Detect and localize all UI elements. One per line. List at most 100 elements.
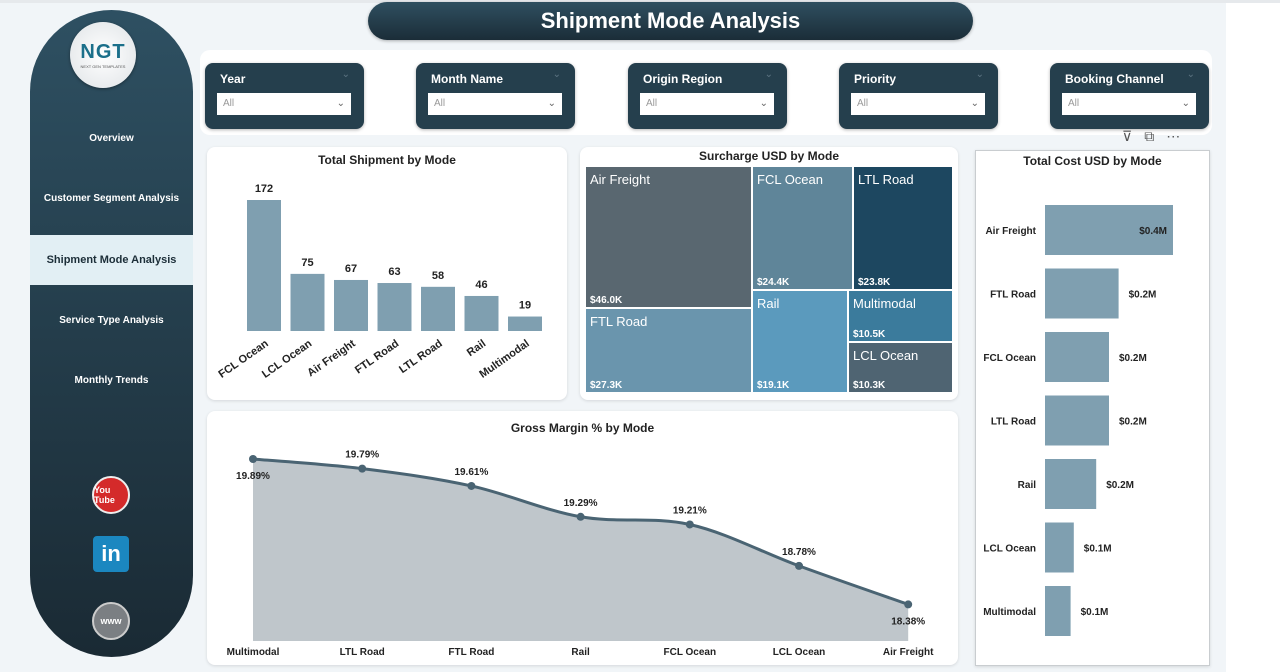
y-tick-label: LTL Road — [991, 417, 1036, 428]
globe-icon[interactable]: www — [92, 602, 130, 640]
data-label: 58 — [432, 270, 444, 282]
x-tick-label: Rail — [571, 647, 590, 658]
slicer-label: Year — [220, 72, 246, 86]
chevron-down-icon[interactable]: ⌄ — [552, 69, 561, 80]
chevron-down-icon: ⌄ — [1181, 98, 1190, 109]
chevron-down-icon[interactable]: ⌄ — [341, 69, 350, 80]
logo-text: NGT — [80, 41, 126, 63]
sidebar-item-overview[interactable]: Overview — [89, 132, 134, 144]
data-label: $0.2M — [1119, 353, 1147, 364]
slicer-label: Booking Channel — [1065, 72, 1164, 86]
more-options-icon[interactable]: ⋯ — [1166, 128, 1181, 144]
slicer-booking-channel[interactable]: Booking Channel ⌄ All ⌄ — [1050, 63, 1209, 129]
chart-title: Gross Margin % by Mode — [510, 421, 655, 435]
treemap-tile — [586, 309, 751, 392]
tile-value: $19.1K — [757, 380, 790, 391]
treemap-tile — [849, 343, 952, 392]
chevron-down-icon: ⌄ — [336, 98, 345, 109]
data-point — [358, 464, 367, 473]
tile-value: $10.5K — [853, 329, 886, 340]
treemap-tile — [586, 167, 751, 307]
data-point — [904, 600, 913, 609]
bar — [1045, 586, 1071, 636]
data-label: 46 — [475, 279, 487, 291]
slicer-dropdown[interactable]: All ⌄ — [217, 93, 351, 115]
data-label: 18.78% — [782, 547, 816, 558]
chevron-down-icon: ⌄ — [970, 98, 979, 109]
youtube-icon[interactable]: You Tube — [92, 476, 130, 514]
bar — [377, 283, 412, 331]
tile-label: Rail — [757, 296, 780, 311]
slicer-dropdown[interactable]: All ⌄ — [1062, 93, 1196, 115]
logo: NGT NEXT GEN TEMPLATES — [70, 22, 136, 88]
bar — [464, 295, 499, 331]
bar — [334, 279, 368, 331]
linkedin-icon[interactable]: in — [93, 536, 129, 572]
tile-label: FCL Ocean — [757, 172, 823, 187]
treemap-tile — [849, 291, 952, 341]
data-point — [685, 520, 694, 529]
slicer-priority[interactable]: Priority ⌄ All ⌄ — [839, 63, 998, 129]
chevron-down-icon[interactable]: ⌄ — [1186, 69, 1195, 80]
data-label: 19.89% — [236, 471, 270, 482]
data-point — [576, 512, 585, 521]
y-tick-label: Air Freight — [985, 226, 1036, 237]
data-label: 75 — [301, 257, 313, 269]
slicer-month-name[interactable]: Month Name ⌄ All ⌄ — [416, 63, 575, 129]
bar — [1045, 395, 1109, 446]
total-shipment-card: Total Shipment by Mode — [207, 147, 567, 400]
slicer-label: Origin Region — [643, 72, 723, 86]
data-label: 19.61% — [454, 467, 488, 478]
slicer-label: Month Name — [431, 72, 503, 86]
x-tick-label: FTL Road — [448, 647, 494, 658]
chart-title: Total Shipment by Mode — [318, 153, 456, 167]
data-label: $0.2M — [1119, 417, 1147, 428]
data-label: $0.1M — [1081, 607, 1109, 618]
tile-label: Multimodal — [853, 296, 916, 311]
x-tick-label: Multimodal — [227, 647, 280, 658]
bar — [1045, 332, 1109, 382]
sidebar-item-shipment-mode[interactable]: Shipment Mode Analysis — [30, 235, 193, 285]
chevron-down-icon[interactable]: ⌄ — [764, 69, 773, 80]
focus-mode-icon[interactable]: ⧉ — [1144, 128, 1155, 144]
bar — [421, 286, 455, 331]
slicer-dropdown[interactable]: All ⌄ — [851, 93, 985, 115]
data-label: $0.2M — [1106, 480, 1134, 491]
chevron-down-icon: ⌄ — [759, 98, 768, 109]
tile-value: $24.4K — [757, 277, 790, 288]
tile-value: $23.8K — [858, 277, 891, 288]
sidebar-item-customer-segment[interactable]: Customer Segment Analysis — [43, 192, 180, 204]
top-border — [0, 0, 1280, 3]
chevron-down-icon: ⌄ — [547, 98, 556, 109]
x-tick-label: Rail — [465, 338, 488, 359]
slicer-value: All — [857, 98, 869, 109]
data-label: 63 — [388, 266, 400, 278]
chevron-down-icon[interactable]: ⌄ — [975, 69, 984, 80]
data-label: $0.1M — [1084, 544, 1112, 555]
slicer-dropdown[interactable]: All ⌄ — [640, 93, 774, 115]
data-point — [795, 561, 803, 570]
y-tick-label: FTL Road — [990, 290, 1036, 301]
bar — [1045, 268, 1119, 319]
sidebar-item-monthly-trends[interactable]: Monthly Trends — [74, 374, 149, 386]
page-title: Shipment Mode Analysis — [368, 2, 973, 40]
sidebar-item-service-type[interactable]: Service Type Analysis — [59, 314, 164, 326]
slicer-origin-region[interactable]: Origin Region ⌄ All ⌄ — [628, 63, 787, 129]
tile-value: $10.3K — [853, 380, 886, 391]
slicer-value: All — [223, 98, 235, 109]
data-label: 19.21% — [673, 505, 707, 516]
data-label: 19.79% — [345, 450, 379, 461]
visual-header: ⊽ ⧉ ⋯ — [1122, 128, 1180, 145]
x-tick-label: FTL Road — [353, 338, 401, 377]
filter-icon[interactable]: ⊽ — [1122, 128, 1133, 144]
data-label: 67 — [345, 263, 357, 275]
slicer-year[interactable]: Year ⌄ All ⌄ — [205, 63, 364, 129]
tile-value: $46.0K — [590, 295, 623, 306]
slicer-value: All — [434, 98, 446, 109]
data-label: 19 — [519, 300, 531, 312]
bar — [508, 316, 542, 331]
y-tick-label: LCL Ocean — [983, 544, 1036, 555]
slicer-dropdown[interactable]: All ⌄ — [428, 93, 562, 115]
data-point — [467, 481, 476, 490]
